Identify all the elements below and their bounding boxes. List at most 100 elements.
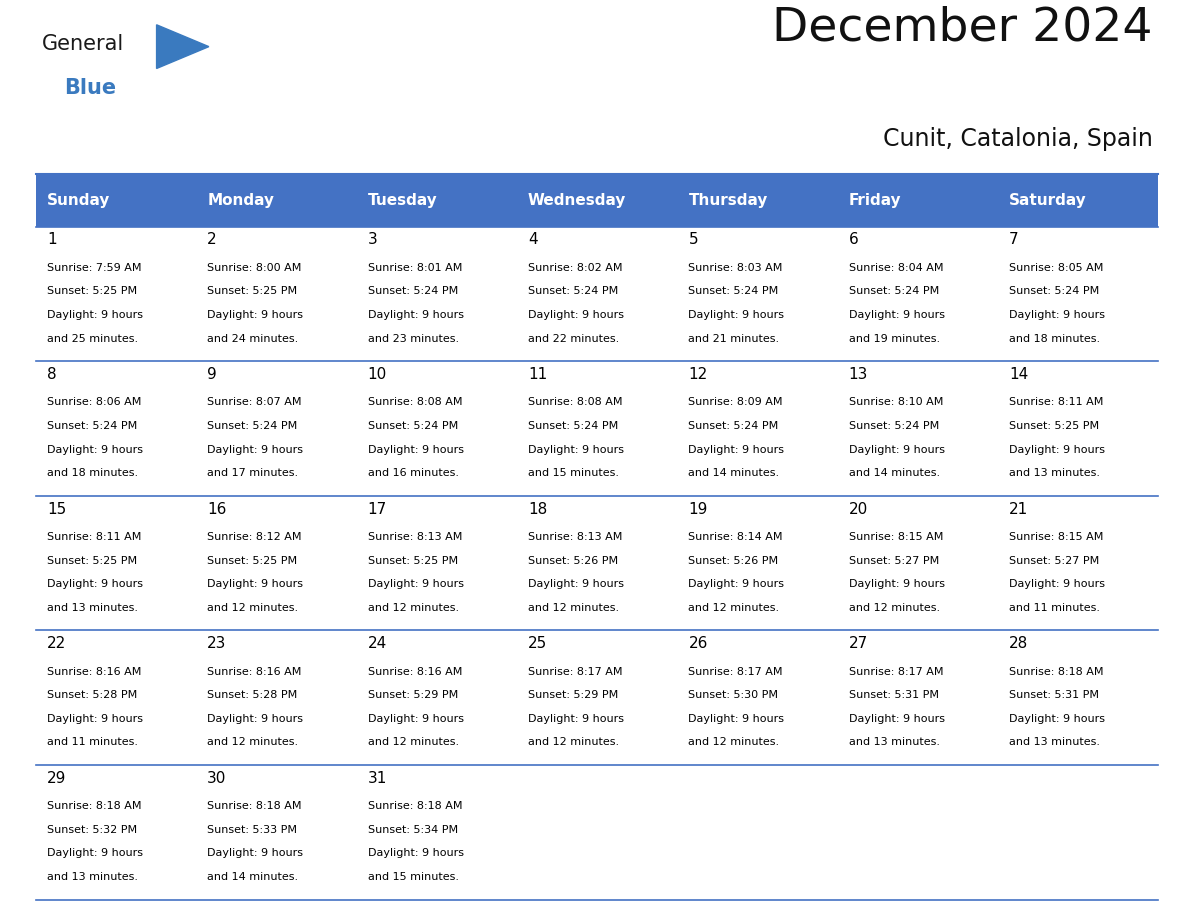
Text: 5: 5 bbox=[688, 232, 699, 248]
Text: General: General bbox=[42, 34, 124, 54]
Text: Sunset: 5:25 PM: Sunset: 5:25 PM bbox=[207, 286, 297, 297]
Bar bbox=[36, 174, 196, 227]
Text: Sunset: 5:27 PM: Sunset: 5:27 PM bbox=[1009, 555, 1099, 565]
Text: Sunrise: 8:10 AM: Sunrise: 8:10 AM bbox=[848, 397, 943, 408]
Text: and 13 minutes.: and 13 minutes. bbox=[1009, 737, 1100, 747]
Text: 4: 4 bbox=[527, 232, 538, 248]
Text: 12: 12 bbox=[688, 367, 708, 382]
Text: Daylight: 9 hours: Daylight: 9 hours bbox=[207, 848, 303, 858]
Text: 15: 15 bbox=[46, 501, 67, 517]
Text: and 12 minutes.: and 12 minutes. bbox=[527, 603, 619, 612]
Text: Daylight: 9 hours: Daylight: 9 hours bbox=[1009, 310, 1105, 320]
Text: Sunset: 5:24 PM: Sunset: 5:24 PM bbox=[688, 286, 778, 297]
Text: Sunset: 5:24 PM: Sunset: 5:24 PM bbox=[367, 286, 457, 297]
Text: Sunset: 5:27 PM: Sunset: 5:27 PM bbox=[848, 555, 939, 565]
Bar bbox=[36, 227, 1158, 362]
Text: Daylight: 9 hours: Daylight: 9 hours bbox=[848, 714, 944, 723]
Text: Wednesday: Wednesday bbox=[527, 193, 626, 208]
Text: Sunset: 5:24 PM: Sunset: 5:24 PM bbox=[848, 421, 939, 431]
Text: and 12 minutes.: and 12 minutes. bbox=[207, 603, 298, 612]
Text: and 13 minutes.: and 13 minutes. bbox=[46, 603, 138, 612]
Text: Sunset: 5:33 PM: Sunset: 5:33 PM bbox=[207, 825, 297, 834]
Text: Sunset: 5:24 PM: Sunset: 5:24 PM bbox=[46, 421, 137, 431]
Text: and 13 minutes.: and 13 minutes. bbox=[1009, 468, 1100, 478]
Text: and 21 minutes.: and 21 minutes. bbox=[688, 333, 779, 343]
Text: Sunrise: 8:07 AM: Sunrise: 8:07 AM bbox=[207, 397, 302, 408]
Text: Sunset: 5:25 PM: Sunset: 5:25 PM bbox=[207, 555, 297, 565]
Text: 25: 25 bbox=[527, 636, 548, 651]
Text: Daylight: 9 hours: Daylight: 9 hours bbox=[367, 310, 463, 320]
Text: Daylight: 9 hours: Daylight: 9 hours bbox=[367, 444, 463, 454]
Text: Sunrise: 8:18 AM: Sunrise: 8:18 AM bbox=[46, 801, 141, 812]
Bar bbox=[36, 631, 1158, 765]
Text: Tuesday: Tuesday bbox=[367, 193, 437, 208]
Text: Sunset: 5:31 PM: Sunset: 5:31 PM bbox=[1009, 690, 1099, 700]
Text: Daylight: 9 hours: Daylight: 9 hours bbox=[207, 714, 303, 723]
Text: Sunset: 5:31 PM: Sunset: 5:31 PM bbox=[848, 690, 939, 700]
Text: Sunrise: 8:18 AM: Sunrise: 8:18 AM bbox=[367, 801, 462, 812]
Text: Saturday: Saturday bbox=[1009, 193, 1087, 208]
Text: Sunset: 5:25 PM: Sunset: 5:25 PM bbox=[46, 286, 137, 297]
Text: Sunrise: 8:16 AM: Sunrise: 8:16 AM bbox=[207, 666, 302, 677]
Text: Sunrise: 8:13 AM: Sunrise: 8:13 AM bbox=[527, 532, 623, 543]
Text: Sunrise: 8:17 AM: Sunrise: 8:17 AM bbox=[688, 666, 783, 677]
Text: Daylight: 9 hours: Daylight: 9 hours bbox=[688, 444, 784, 454]
Text: Sunrise: 8:12 AM: Sunrise: 8:12 AM bbox=[207, 532, 302, 543]
Text: Sunrise: 8:16 AM: Sunrise: 8:16 AM bbox=[46, 666, 141, 677]
Text: Sunrise: 8:03 AM: Sunrise: 8:03 AM bbox=[688, 263, 783, 273]
Text: Sunset: 5:24 PM: Sunset: 5:24 PM bbox=[527, 421, 618, 431]
Text: Sunset: 5:29 PM: Sunset: 5:29 PM bbox=[527, 690, 618, 700]
Text: Sunset: 5:26 PM: Sunset: 5:26 PM bbox=[688, 555, 778, 565]
Text: 6: 6 bbox=[848, 232, 859, 248]
Text: Daylight: 9 hours: Daylight: 9 hours bbox=[688, 714, 784, 723]
Text: Daylight: 9 hours: Daylight: 9 hours bbox=[527, 310, 624, 320]
Text: 18: 18 bbox=[527, 501, 548, 517]
Polygon shape bbox=[157, 25, 209, 69]
Text: Daylight: 9 hours: Daylight: 9 hours bbox=[46, 310, 143, 320]
Text: Sunrise: 8:17 AM: Sunrise: 8:17 AM bbox=[527, 666, 623, 677]
Text: and 14 minutes.: and 14 minutes. bbox=[688, 468, 779, 478]
Text: Friday: Friday bbox=[848, 193, 902, 208]
Text: Sunrise: 8:11 AM: Sunrise: 8:11 AM bbox=[1009, 397, 1104, 408]
Text: 2: 2 bbox=[207, 232, 217, 248]
Text: Sunrise: 8:04 AM: Sunrise: 8:04 AM bbox=[848, 263, 943, 273]
Text: and 24 minutes.: and 24 minutes. bbox=[207, 333, 298, 343]
Text: Sunset: 5:24 PM: Sunset: 5:24 PM bbox=[367, 421, 457, 431]
Text: and 12 minutes.: and 12 minutes. bbox=[527, 737, 619, 747]
Text: Daylight: 9 hours: Daylight: 9 hours bbox=[527, 714, 624, 723]
Bar bbox=[36, 765, 1158, 900]
Text: 1: 1 bbox=[46, 232, 57, 248]
Text: Sunrise: 8:18 AM: Sunrise: 8:18 AM bbox=[207, 801, 302, 812]
Text: 31: 31 bbox=[367, 771, 387, 786]
Text: and 22 minutes.: and 22 minutes. bbox=[527, 333, 619, 343]
Text: Sunset: 5:24 PM: Sunset: 5:24 PM bbox=[1009, 286, 1099, 297]
Text: Sunrise: 8:16 AM: Sunrise: 8:16 AM bbox=[367, 666, 462, 677]
Text: Daylight: 9 hours: Daylight: 9 hours bbox=[46, 714, 143, 723]
Text: and 12 minutes.: and 12 minutes. bbox=[207, 737, 298, 747]
Text: Sunrise: 8:01 AM: Sunrise: 8:01 AM bbox=[367, 263, 462, 273]
Text: Sunset: 5:30 PM: Sunset: 5:30 PM bbox=[688, 690, 778, 700]
Text: 26: 26 bbox=[688, 636, 708, 651]
Text: December 2024: December 2024 bbox=[772, 6, 1152, 50]
Text: Sunset: 5:34 PM: Sunset: 5:34 PM bbox=[367, 825, 457, 834]
Text: and 19 minutes.: and 19 minutes. bbox=[848, 333, 940, 343]
Text: 21: 21 bbox=[1009, 501, 1029, 517]
Text: 16: 16 bbox=[207, 501, 227, 517]
Text: 3: 3 bbox=[367, 232, 378, 248]
Text: and 11 minutes.: and 11 minutes. bbox=[1009, 603, 1100, 612]
Bar bbox=[36, 362, 1158, 496]
Text: Monday: Monday bbox=[207, 193, 274, 208]
Text: and 17 minutes.: and 17 minutes. bbox=[207, 468, 298, 478]
Text: Sunset: 5:26 PM: Sunset: 5:26 PM bbox=[527, 555, 618, 565]
Text: and 12 minutes.: and 12 minutes. bbox=[367, 603, 459, 612]
Text: Daylight: 9 hours: Daylight: 9 hours bbox=[688, 579, 784, 589]
Text: Blue: Blue bbox=[64, 78, 116, 98]
Text: and 18 minutes.: and 18 minutes. bbox=[1009, 333, 1100, 343]
Text: Sunrise: 8:17 AM: Sunrise: 8:17 AM bbox=[848, 666, 943, 677]
Text: and 14 minutes.: and 14 minutes. bbox=[848, 468, 940, 478]
Text: 7: 7 bbox=[1009, 232, 1019, 248]
Bar bbox=[36, 496, 1158, 631]
Text: 28: 28 bbox=[1009, 636, 1029, 651]
Text: Sunrise: 8:06 AM: Sunrise: 8:06 AM bbox=[46, 397, 141, 408]
Text: and 13 minutes.: and 13 minutes. bbox=[848, 737, 940, 747]
